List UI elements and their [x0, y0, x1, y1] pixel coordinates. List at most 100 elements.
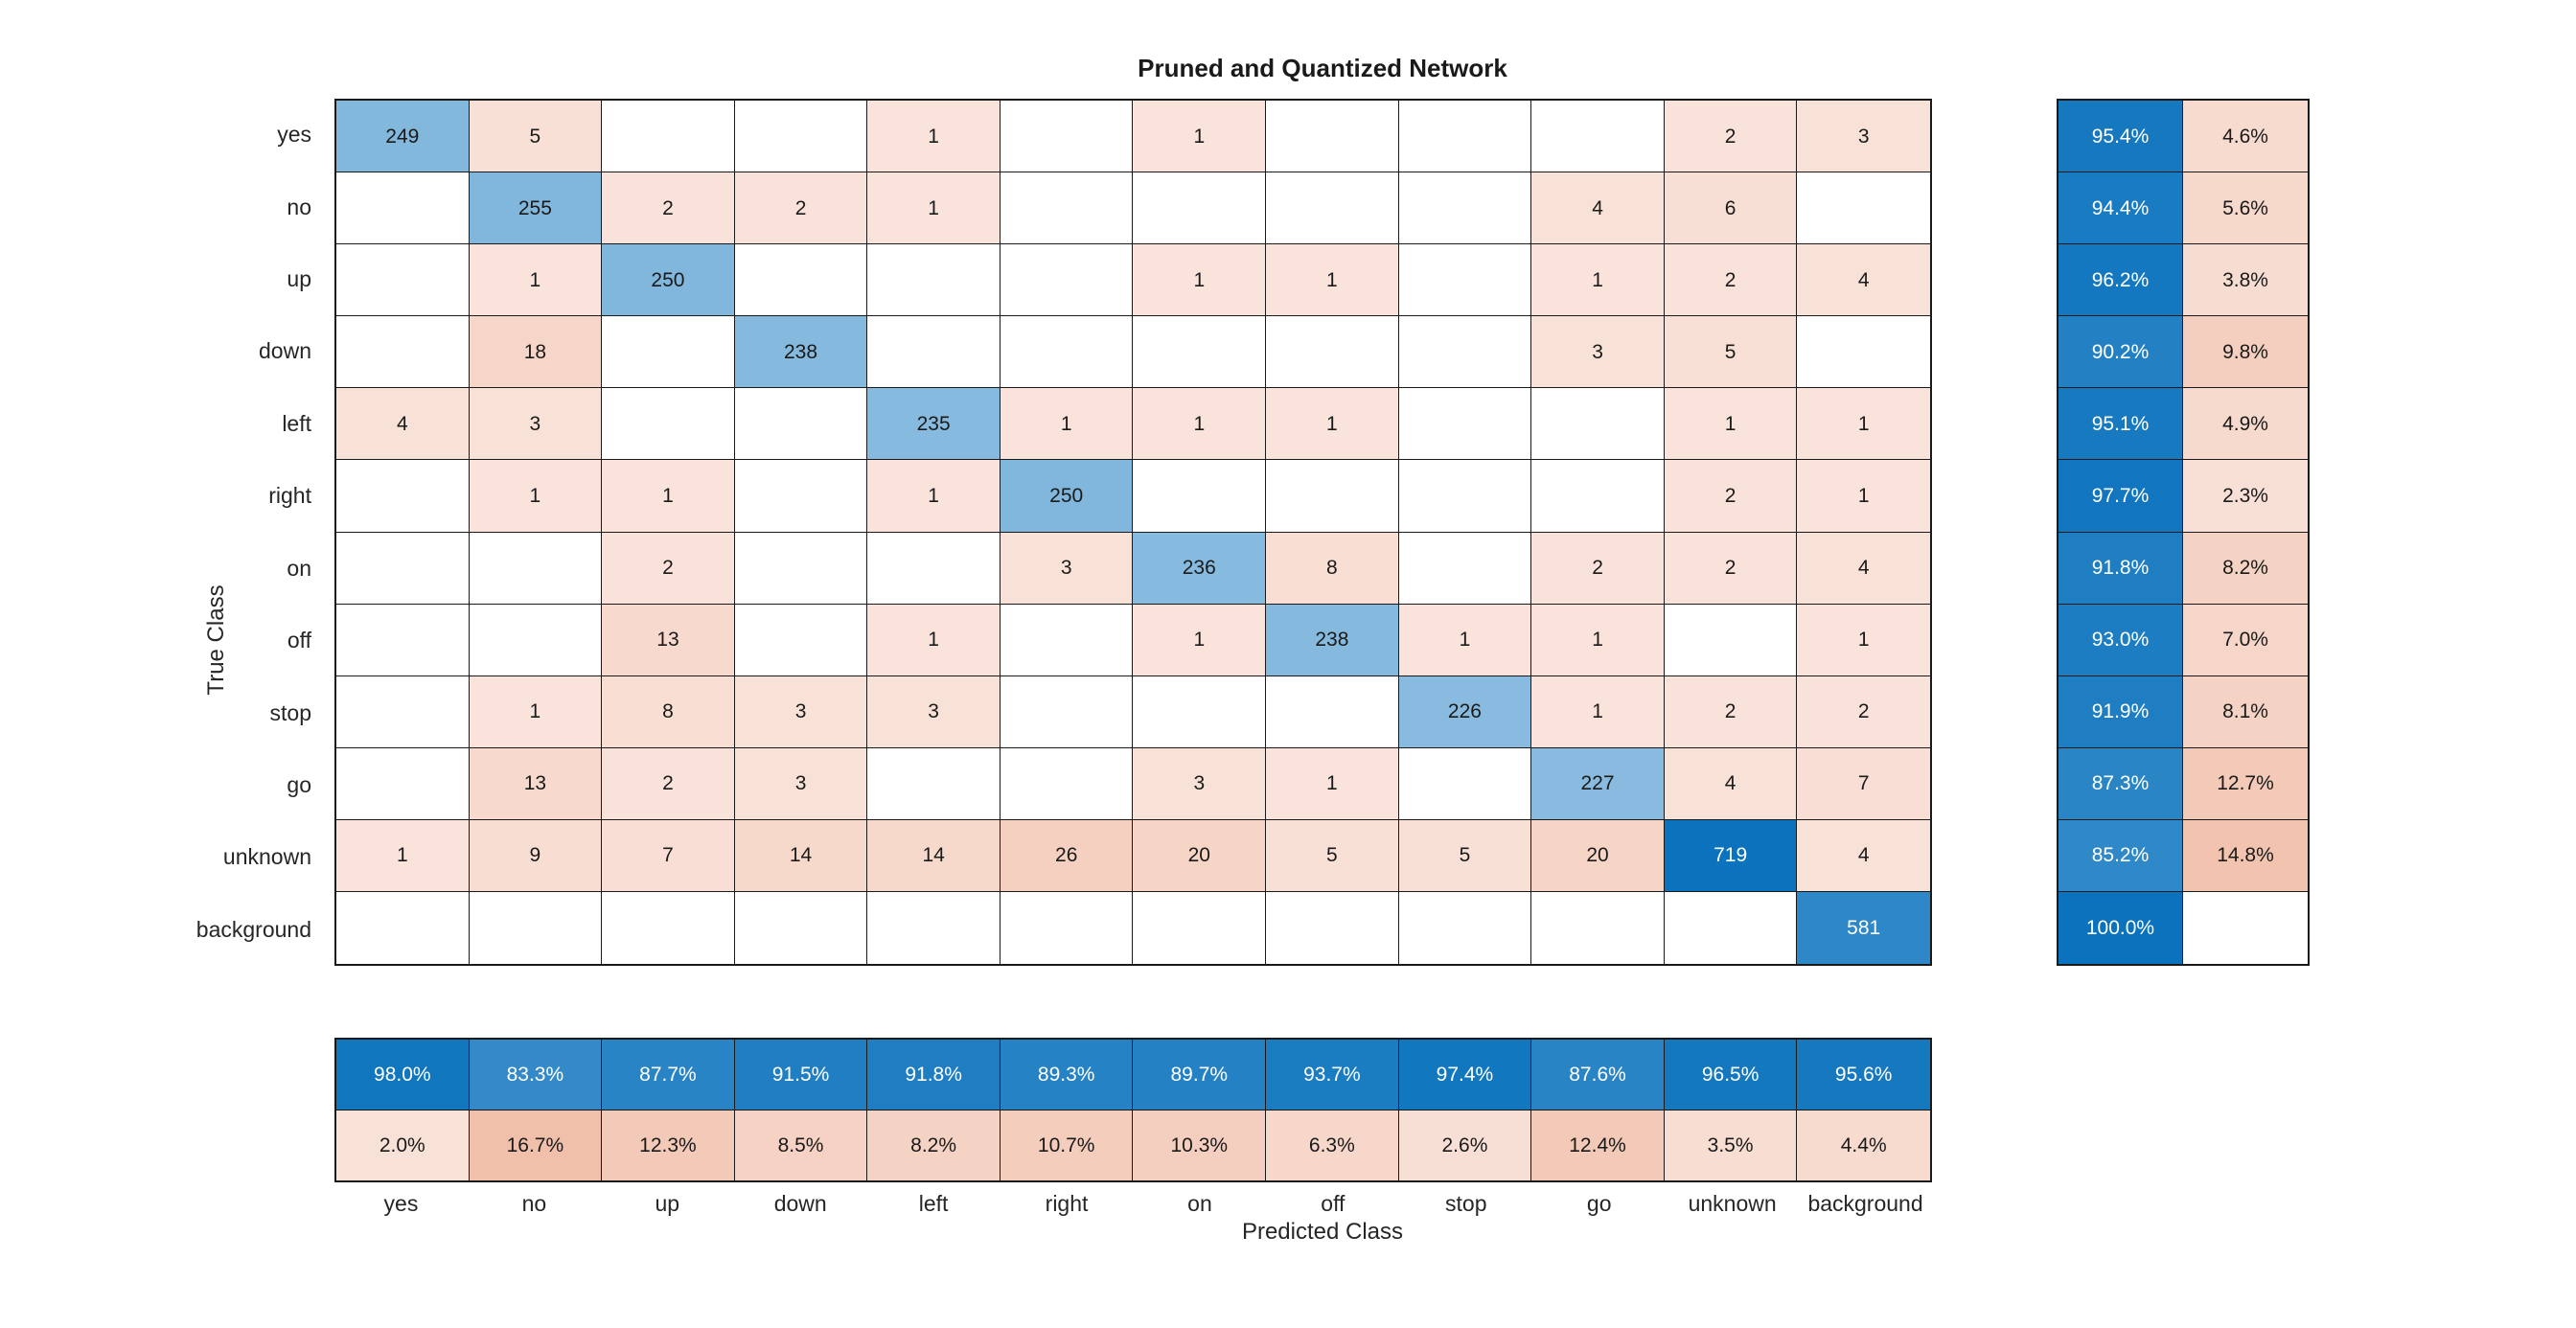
matrix-cell — [1266, 891, 1399, 964]
matrix-cell: 6 — [1664, 172, 1798, 245]
row-summary-incorrect-cell: 14.8% — [2183, 819, 2308, 892]
column-label-no: no — [521, 1191, 547, 1216]
matrix-cell — [469, 891, 603, 964]
row-label-down: down — [259, 338, 311, 364]
matrix-cell — [602, 891, 735, 964]
matrix-cell: 255 — [469, 172, 603, 245]
matrix-cell — [867, 244, 1000, 317]
matrix-cell — [336, 747, 470, 820]
row-label-unknown: unknown — [222, 844, 311, 870]
matrix-cell: 2 — [602, 532, 735, 605]
row-summary-grid: 95.4% 4.6% 94.4% 5.6% 96.2% 3.8% 90.2% 9.8% 95.1… — [2057, 99, 2310, 966]
matrix-cell — [1000, 316, 1134, 389]
matrix-cell: 20 — [1531, 819, 1665, 892]
matrix-cell — [1398, 388, 1532, 461]
matrix-cell: 1 — [1266, 388, 1399, 461]
column-summary-correct-cell: 87.7% — [602, 1040, 735, 1110]
row-label-up: up — [287, 266, 311, 292]
matrix-cell — [734, 532, 868, 605]
matrix-cell: 1 — [1133, 244, 1267, 317]
matrix-cell: 26 — [1000, 819, 1134, 892]
x-axis-label: Predicted Class — [1241, 1219, 1404, 1245]
matrix-cell: 1 — [1266, 747, 1399, 820]
row-label-background: background — [196, 916, 311, 942]
matrix-cell — [1398, 460, 1532, 533]
matrix-cell — [336, 460, 470, 533]
matrix-cell — [336, 891, 470, 964]
column-summary-correct-cell: 97.4% — [1398, 1040, 1532, 1110]
row-summary-correct-cell: 100.0% — [2058, 891, 2183, 964]
column-summary-incorrect-cell: 8.5% — [734, 1110, 868, 1180]
matrix-cell — [1398, 101, 1532, 173]
row-summary-correct-cell: 93.0% — [2058, 604, 2183, 676]
matrix-cell — [336, 316, 470, 389]
matrix-cell — [336, 172, 470, 245]
row-summary-correct-cell: 90.2% — [2058, 316, 2183, 389]
matrix-cell — [1000, 604, 1134, 676]
matrix-cell: 2 — [1664, 675, 1798, 748]
matrix-cell — [734, 460, 868, 533]
matrix-cell — [1531, 460, 1665, 533]
matrix-cell — [1266, 460, 1399, 533]
matrix-cell: 1 — [1797, 604, 1930, 676]
matrix-cell: 8 — [602, 675, 735, 748]
matrix-cell — [1133, 172, 1267, 245]
matrix-cell — [1398, 747, 1532, 820]
matrix-cell: 238 — [1266, 604, 1399, 676]
matrix-cell: 3 — [867, 675, 1000, 748]
row-summary-incorrect-cell — [2183, 891, 2308, 964]
column-summary-correct-cell: 98.0% — [336, 1040, 470, 1110]
matrix-cell — [1133, 891, 1267, 964]
row-labels: yes no up down left right on off stop go unknown ba… — [0, 99, 323, 966]
matrix-cell — [469, 532, 603, 605]
matrix-cell — [1664, 604, 1798, 676]
matrix-cell: 9 — [469, 819, 603, 892]
column-label-up: up — [655, 1191, 680, 1216]
matrix-cell: 7 — [602, 819, 735, 892]
column-labels: yes no up down left right on off stop go unknown ba… — [334, 1191, 1932, 1222]
matrix-cell — [1398, 244, 1532, 317]
matrix-cell: 3 — [734, 747, 868, 820]
column-summary-incorrect-cell: 2.0% — [336, 1110, 470, 1180]
matrix-cell — [469, 604, 603, 676]
matrix-cell: 1 — [1531, 244, 1665, 317]
column-summary-correct-cell: 95.6% — [1797, 1040, 1930, 1110]
matrix-cell: 1 — [1133, 388, 1267, 461]
matrix-cell: 2 — [602, 747, 735, 820]
matrix-cell — [1398, 316, 1532, 389]
matrix-cell: 226 — [1398, 675, 1532, 748]
column-summary-correct-cell: 89.7% — [1133, 1040, 1267, 1110]
matrix-cell: 2 — [1664, 460, 1798, 533]
column-label-on: on — [1187, 1191, 1212, 1216]
matrix-cell — [1797, 172, 1930, 245]
matrix-cell: 719 — [1664, 819, 1798, 892]
matrix-cell: 4 — [336, 388, 470, 461]
matrix-cell: 2 — [1664, 244, 1798, 317]
matrix-cell — [1133, 316, 1267, 389]
matrix-cell: 1 — [1531, 675, 1665, 748]
matrix-cell: 4 — [1664, 747, 1798, 820]
row-summary-incorrect-cell: 9.8% — [2183, 316, 2308, 389]
matrix-cell: 1 — [1797, 388, 1930, 461]
matrix-cell: 581 — [1797, 891, 1930, 964]
matrix-cell: 1 — [1000, 388, 1134, 461]
matrix-cell: 1 — [1664, 388, 1798, 461]
matrix-cell: 1 — [336, 819, 470, 892]
matrix-cell — [1531, 388, 1665, 461]
row-summary-incorrect-cell: 2.3% — [2183, 460, 2308, 533]
matrix-cell: 3 — [1531, 316, 1665, 389]
row-label-stop: stop — [269, 699, 311, 725]
row-summary-correct-cell: 91.8% — [2058, 532, 2183, 605]
column-label-unknown: unknown — [1688, 1191, 1777, 1216]
matrix-cell: 1 — [867, 172, 1000, 245]
matrix-cell: 2 — [1664, 532, 1798, 605]
matrix-cell: 1 — [1266, 244, 1399, 317]
matrix-cell: 8 — [1266, 532, 1399, 605]
matrix-cell — [734, 891, 868, 964]
column-summary-correct-cell: 83.3% — [469, 1040, 603, 1110]
matrix-cell: 2 — [1531, 532, 1665, 605]
matrix-cell: 1 — [1133, 101, 1267, 173]
row-summary-incorrect-cell: 4.6% — [2183, 101, 2308, 173]
matrix-cell: 1 — [469, 460, 603, 533]
row-summary-correct-cell: 85.2% — [2058, 819, 2183, 892]
